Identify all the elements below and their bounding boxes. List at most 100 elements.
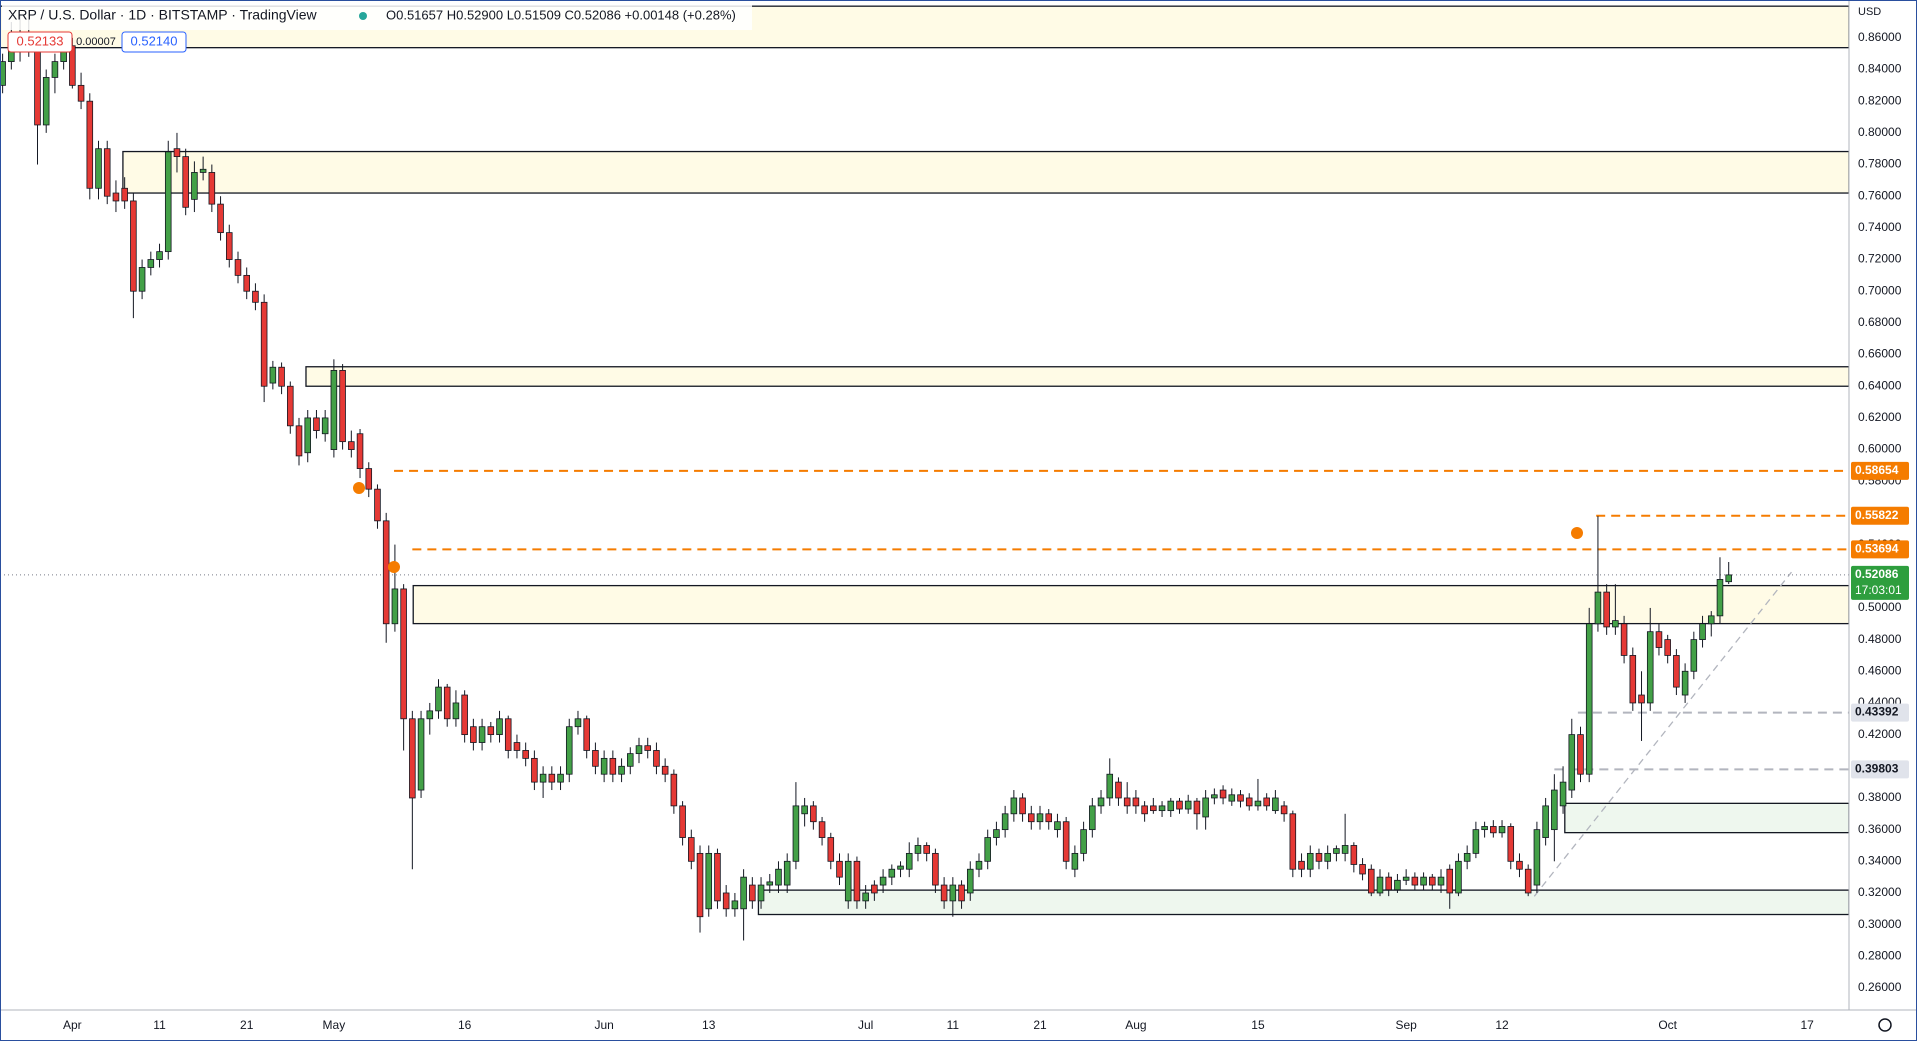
candle-body: [1333, 848, 1340, 854]
candle-body: [1036, 813, 1044, 823]
candle-body: [443, 686, 451, 720]
candle-body: [1385, 876, 1392, 891]
status-dot: [359, 12, 367, 20]
buy-button[interactable]: [121, 31, 187, 53]
candle-body: [400, 588, 407, 720]
candle-body: [164, 151, 172, 253]
candle-body: [1673, 655, 1680, 688]
candle-body: [278, 366, 285, 387]
candle-body: [1141, 805, 1148, 815]
candle-body: [470, 726, 477, 743]
price-tag-label: 0.39803: [1855, 762, 1899, 776]
candle-body: [600, 757, 608, 775]
candle-body: [888, 868, 896, 878]
candle-body: [1568, 734, 1576, 791]
alert-icons: [353, 482, 1583, 573]
x-tick-label: Apr: [63, 1018, 82, 1032]
x-tick-label: 21: [1033, 1018, 1047, 1032]
y-tick-label: 0.80000: [1858, 125, 1902, 139]
candle-body: [1350, 845, 1358, 865]
candle-body: [984, 837, 991, 862]
candle-body: [1263, 797, 1270, 807]
candle-body: [147, 259, 155, 268]
candle-body: [339, 369, 346, 443]
candle-body: [975, 860, 983, 870]
candle-body: [504, 718, 512, 751]
candle-body: [86, 100, 94, 189]
candle-body: [1376, 876, 1384, 894]
ohlc-values: O0.51657 H0.52900 L0.51509 C0.52086 +0.0…: [386, 7, 736, 22]
alert-icon[interactable]: [388, 561, 400, 573]
price-tag-label: 0.58654: [1855, 463, 1899, 477]
candle-body: [1019, 797, 1026, 815]
candle-body: [199, 168, 207, 173]
candle-body: [1219, 789, 1227, 799]
spread: 0.00007: [76, 36, 116, 48]
candle-body: [557, 773, 564, 783]
candle-body: [705, 852, 713, 910]
candle-body: [208, 172, 216, 205]
candle-body: [1237, 794, 1244, 802]
candle-body: [1681, 670, 1689, 696]
y-tick-label: 0.36000: [1858, 822, 1902, 836]
candle-body: [1324, 852, 1331, 862]
candle-body: [191, 172, 198, 200]
candle-body: [1629, 655, 1637, 704]
candle-body: [609, 757, 617, 775]
candle-body: [0, 61, 6, 86]
alert-icon[interactable]: [353, 482, 365, 494]
candle-body: [1228, 794, 1236, 802]
price-tag-label: 0.53694: [1855, 542, 1899, 556]
candle-body: [1725, 574, 1732, 583]
candle-body: [1559, 781, 1567, 807]
candle-body: [618, 765, 625, 775]
candle-body: [243, 274, 250, 292]
candle-body: [522, 750, 529, 759]
candle-body: [1245, 797, 1253, 807]
candle-body: [1254, 800, 1262, 807]
settings-icon[interactable]: [1878, 1018, 1892, 1032]
candle-body: [1045, 813, 1053, 823]
buy-price[interactable]: 0.52140: [131, 33, 178, 48]
sell-price[interactable]: 0.52133: [17, 33, 64, 48]
x-tick-label: May: [323, 1018, 346, 1032]
countdown-label: 17:03:01: [1855, 583, 1902, 597]
alert-icon[interactable]: [1571, 527, 1583, 539]
y-tick-label: 0.26000: [1858, 980, 1902, 994]
candle-body: [1289, 813, 1297, 870]
gear[interactable]: [1878, 1018, 1892, 1032]
sell-button[interactable]: [7, 31, 73, 53]
x-tick-label: 16: [458, 1018, 472, 1032]
candle-body: [1490, 826, 1497, 834]
candle-body: [156, 251, 163, 260]
candle-body: [487, 726, 495, 736]
currency-label[interactable]: USD: [1858, 6, 1881, 18]
x-tick-label: 21: [240, 1018, 254, 1032]
x-tick-label: Aug: [1125, 1018, 1146, 1032]
zone: [1564, 802, 1849, 834]
candle-body: [1280, 805, 1288, 815]
candle-body: [914, 845, 922, 854]
price-tag: [1851, 540, 1909, 559]
candle-body: [653, 750, 660, 767]
candle-body: [1106, 773, 1114, 799]
candle-body: [42, 77, 50, 126]
candle-body: [1429, 876, 1436, 886]
candle-body: [731, 900, 739, 910]
y-tick-label: 0.62000: [1858, 410, 1902, 424]
candle-body: [592, 750, 599, 767]
candle-body: [1054, 821, 1061, 831]
candle-body: [1585, 623, 1593, 775]
candle-body: [1524, 868, 1532, 894]
candle-body: [565, 726, 573, 775]
x-tick-label: Oct: [1658, 1018, 1677, 1032]
candle-body: [853, 860, 861, 902]
y-tick-label: 0.60000: [1858, 442, 1902, 456]
candle-body: [1551, 789, 1558, 831]
candle-body: [1507, 826, 1515, 862]
y-tick-label: 0.34000: [1858, 853, 1902, 867]
candle-body: [696, 852, 704, 918]
y-tick-label: 0.42000: [1858, 727, 1902, 741]
x-tick-label: 15: [1251, 1018, 1265, 1032]
candle-body: [260, 301, 268, 387]
